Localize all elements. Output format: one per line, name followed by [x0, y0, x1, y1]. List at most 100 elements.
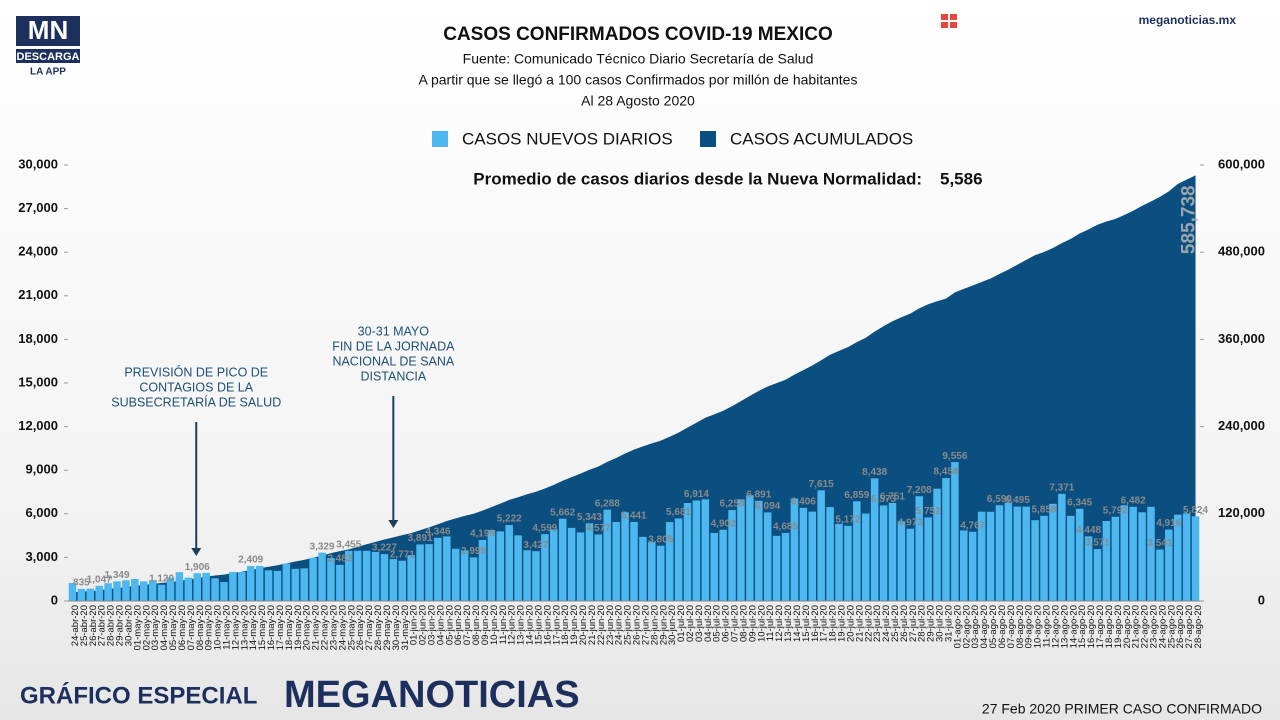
bar	[327, 557, 335, 601]
x-tick-label: 11-may-20	[221, 605, 232, 650]
data-label: 3,329	[310, 541, 335, 552]
bar	[1182, 513, 1191, 601]
x-tick-label: 17-ago-20	[1095, 605, 1106, 648]
bar	[496, 531, 505, 601]
bar	[621, 512, 629, 601]
x-tick-label: 08-may-20	[195, 605, 206, 650]
x-tick-label: 05-jun-20	[444, 605, 455, 645]
x-tick-label: 20-ago-20	[1122, 605, 1133, 648]
data-label: 3,571	[1085, 538, 1110, 549]
data-label: 4,448	[1076, 525, 1101, 536]
x-tick-label: 07-may-20	[186, 605, 197, 650]
footer-right: 27 Feb 2020 PRIMER CASO CONFIRMADO	[982, 701, 1262, 717]
data-label: 3,805	[648, 534, 673, 545]
bar	[68, 582, 77, 601]
bar	[1120, 505, 1128, 601]
x-tick-label: 23-ago-20	[1148, 605, 1159, 648]
data-label: 4,973	[898, 517, 923, 528]
bar	[594, 534, 603, 601]
x-tick-label: 12-may-20	[230, 605, 241, 650]
bar	[434, 537, 442, 601]
bar	[826, 507, 834, 601]
x-tick-label: 05-jul-20	[712, 605, 723, 642]
subtitle: Al 28 Agosto 2020	[581, 93, 695, 109]
bar	[719, 529, 727, 601]
data-label: 5,824	[1183, 505, 1208, 516]
x-tick-label: 24-may-20	[337, 605, 348, 650]
x-tick-label: 10-ago-20	[1033, 605, 1044, 648]
bar	[1093, 549, 1102, 601]
data-label: 2,771	[390, 549, 415, 560]
bar	[300, 568, 308, 601]
annotation: FIN DE LA JORNADA	[332, 339, 455, 353]
x-tick-label: 07-ago-20	[1006, 605, 1017, 648]
x-tick-label: 22-jul-20	[863, 605, 874, 642]
x-tick-label: 06-ago-20	[997, 605, 1008, 648]
bar	[86, 588, 95, 601]
x-tick-label: 29-jun-20	[658, 605, 669, 645]
bar	[220, 582, 228, 601]
bar	[1013, 506, 1022, 601]
subtitle: Fuente: Comunicado Técnico Diario Secret…	[463, 51, 814, 67]
area	[72, 175, 1196, 602]
x-tick-label: 22-ago-20	[1140, 605, 1151, 648]
x-tick-label: 23-jun-20	[605, 605, 616, 645]
bar	[246, 565, 255, 601]
bar	[353, 550, 362, 601]
x-tick-label: 13-jul-20	[783, 605, 794, 642]
bar	[924, 517, 932, 601]
bar	[567, 527, 576, 601]
x-tick-label: 04-ago-20	[979, 605, 990, 648]
x-tick-label: 13-may-20	[239, 605, 250, 650]
logo-sub-box	[16, 49, 80, 63]
x-tick-label: 14-ago-20	[1068, 605, 1079, 648]
bar	[541, 534, 549, 601]
x-tick-label: 18-ago-20	[1104, 605, 1115, 648]
x-tick-label: 24-abr-20	[70, 605, 81, 646]
data-label: 5,662	[550, 507, 575, 518]
bar	[229, 571, 237, 601]
data-label: 1,120	[149, 573, 174, 584]
x-tick-label: 03-ago-20	[970, 605, 981, 648]
data-label: 585,738	[1179, 185, 1200, 254]
x-tick-label: 07-jun-20	[462, 605, 473, 645]
bar	[995, 505, 1004, 601]
x-tick-label: 03-jul-20	[694, 605, 705, 642]
y-tick-label: 12,000	[18, 418, 58, 433]
x-tick-label: 19-may-20	[293, 605, 304, 650]
legend-swatch	[432, 131, 448, 147]
x-tick-label: 01-ago-20	[952, 605, 963, 648]
data-label: 4,346	[425, 526, 450, 537]
y-tick-label: 30,000	[18, 156, 58, 171]
bar	[309, 557, 317, 601]
legend-swatch	[700, 131, 716, 147]
x-tick-label: 22-may-20	[320, 605, 331, 650]
bar	[763, 512, 772, 601]
x-tick-label: 19-jul-20	[837, 605, 848, 642]
x-tick-label: 29-jul-20	[926, 605, 937, 642]
bar	[460, 550, 469, 601]
x-tick-label: 10-jun-20	[489, 605, 500, 645]
bar	[175, 572, 184, 601]
x-tick-label: 24-jun-20	[614, 605, 625, 645]
bar	[291, 568, 300, 601]
y-tick-label: 9,000	[25, 462, 58, 477]
bar	[665, 522, 674, 601]
bar	[755, 500, 763, 601]
bar	[443, 536, 451, 601]
x-tick-label: 15-jul-20	[801, 605, 812, 642]
x-tick-label: 30-jun-20	[667, 605, 678, 645]
x-tick-label: 09-jun-20	[480, 605, 491, 645]
x-tick-label: 14-jul-20	[792, 605, 803, 642]
x-tick-label: 05-may-20	[168, 605, 179, 650]
bar	[282, 563, 291, 601]
x-tick-label: 09-ago-20	[1024, 605, 1035, 648]
bar	[951, 462, 959, 601]
x-tick-label: 10-may-20	[213, 605, 224, 650]
bar	[1049, 503, 1057, 601]
data-label: 1,047	[87, 574, 112, 585]
bar	[844, 525, 852, 601]
data-label: 6,495	[1005, 495, 1030, 506]
data-label: 6,345	[1067, 497, 1092, 508]
bar	[255, 565, 264, 601]
